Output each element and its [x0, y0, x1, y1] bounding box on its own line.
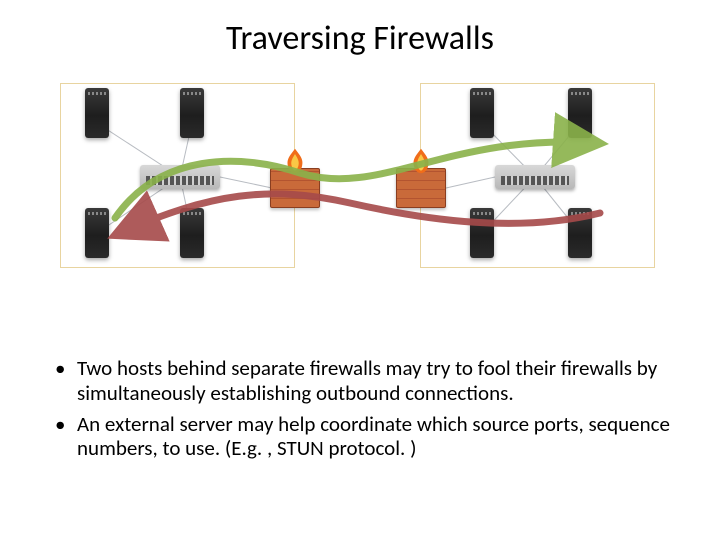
server-icon	[568, 208, 592, 258]
bullet-list: Two hosts behind separate firewalls may …	[55, 356, 680, 467]
switch-icon	[495, 165, 575, 189]
network-diagram	[0, 73, 720, 323]
flame-icon	[281, 147, 309, 175]
switch-icon	[140, 165, 220, 189]
server-icon	[85, 208, 109, 258]
server-icon	[180, 88, 204, 138]
server-icon	[470, 88, 494, 138]
slide-title: Traversing Firewalls	[0, 0, 720, 59]
flame-icon	[407, 147, 435, 175]
bullet-item: An external server may help coordinate w…	[55, 412, 680, 462]
firewall-icon	[396, 168, 446, 208]
bullet-item: Two hosts behind separate firewalls may …	[55, 356, 680, 406]
server-icon	[180, 208, 204, 258]
server-icon	[85, 88, 109, 138]
server-icon	[470, 208, 494, 258]
firewall-icon	[270, 168, 320, 208]
server-icon	[568, 88, 592, 138]
